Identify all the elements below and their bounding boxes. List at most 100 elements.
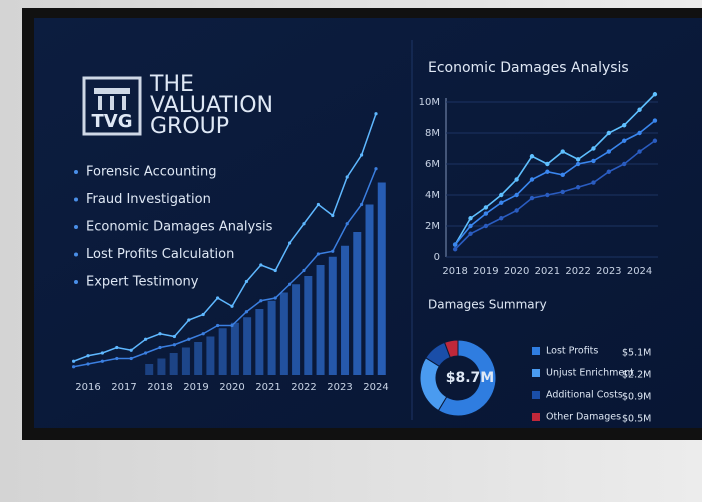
- point: [302, 222, 306, 226]
- point: [591, 146, 596, 151]
- point: [259, 263, 263, 267]
- line: [73, 113, 377, 362]
- point: [100, 359, 104, 363]
- bar: [353, 232, 362, 375]
- point: [172, 334, 176, 339]
- logo-pillar-top: [94, 88, 130, 94]
- line: [454, 93, 656, 246]
- bar: [279, 292, 288, 375]
- point: [560, 189, 565, 195]
- point: [331, 213, 335, 218]
- service-item: Forensic Accounting: [86, 165, 217, 180]
- logo-name: GROUP: [150, 114, 229, 139]
- bar: [145, 364, 154, 375]
- bullet: [74, 170, 78, 174]
- bullet: [74, 280, 78, 284]
- point: [606, 149, 612, 154]
- point: [560, 172, 565, 178]
- point: [499, 216, 504, 221]
- legend-label: Additional Costs: [546, 390, 623, 401]
- point: [529, 154, 535, 159]
- point: [591, 158, 596, 164]
- x-tick-label: 2024: [627, 266, 652, 277]
- point: [115, 356, 119, 361]
- legend-swatch: [532, 369, 540, 377]
- point: [100, 351, 104, 355]
- legend-swatch: [532, 391, 540, 399]
- legend-label: Lost Profits: [546, 346, 598, 357]
- point: [560, 149, 565, 154]
- point: [652, 118, 658, 123]
- logo-name: VALUATION: [150, 93, 273, 118]
- point: [244, 279, 248, 284]
- legend-label: Unjust Enrichment: [546, 368, 634, 379]
- point: [316, 202, 320, 207]
- logo-box: [82, 76, 142, 136]
- point: [452, 242, 458, 247]
- y-tick-label: 6M: [425, 159, 440, 170]
- line: [454, 119, 656, 246]
- value-label: $5.1M: [622, 348, 651, 359]
- point: [499, 200, 504, 205]
- point: [331, 249, 335, 253]
- point: [514, 208, 519, 213]
- x-tick-label: 2020: [504, 266, 529, 277]
- point: [529, 195, 535, 201]
- x-tick-label: 2017: [111, 382, 136, 393]
- point: [514, 192, 519, 198]
- point: [345, 222, 349, 226]
- x-tick-label: 2023: [327, 382, 352, 393]
- point: [468, 231, 473, 236]
- x-tick-label: 2022: [291, 382, 316, 393]
- point: [374, 112, 378, 116]
- point: [129, 348, 133, 352]
- point: [288, 282, 292, 286]
- point: [545, 192, 550, 198]
- point: [288, 241, 292, 245]
- donut-segment: [443, 339, 459, 359]
- point: [621, 161, 627, 167]
- point: [259, 299, 263, 303]
- service-item: Expert Testimony: [86, 275, 199, 290]
- point: [187, 318, 191, 322]
- point: [452, 247, 458, 252]
- service-item: Fraud Investigation: [86, 192, 211, 207]
- point: [216, 296, 220, 300]
- point: [86, 354, 90, 358]
- point: [273, 268, 277, 273]
- point: [158, 332, 162, 336]
- donut-hole: [437, 357, 479, 399]
- bullet: [74, 197, 78, 202]
- line: [454, 140, 656, 250]
- point: [591, 180, 596, 185]
- point: [652, 92, 658, 97]
- bar: [304, 276, 313, 375]
- point: [606, 130, 612, 136]
- bar: [255, 309, 264, 375]
- bar: [169, 353, 178, 375]
- point: [115, 345, 119, 350]
- point: [468, 216, 473, 221]
- bar: [218, 328, 227, 375]
- point: [621, 123, 627, 128]
- x-tick-label: 2019: [473, 266, 498, 277]
- x-tick-label: 2022: [565, 266, 590, 277]
- point: [575, 185, 581, 190]
- bar: [267, 300, 276, 375]
- point: [483, 211, 489, 216]
- logo-pillar: [122, 96, 126, 110]
- point: [374, 167, 378, 171]
- point: [575, 161, 581, 167]
- point: [244, 310, 248, 314]
- point: [483, 223, 489, 229]
- x-tick-label: 2016: [75, 382, 100, 393]
- point: [652, 138, 658, 143]
- bar: [365, 204, 374, 375]
- point: [545, 169, 550, 174]
- point: [514, 177, 519, 182]
- y-tick-label: 10M: [419, 97, 440, 108]
- y-tick-label: 0: [434, 252, 440, 263]
- point: [144, 337, 148, 341]
- logo-mark: TVG: [92, 111, 133, 132]
